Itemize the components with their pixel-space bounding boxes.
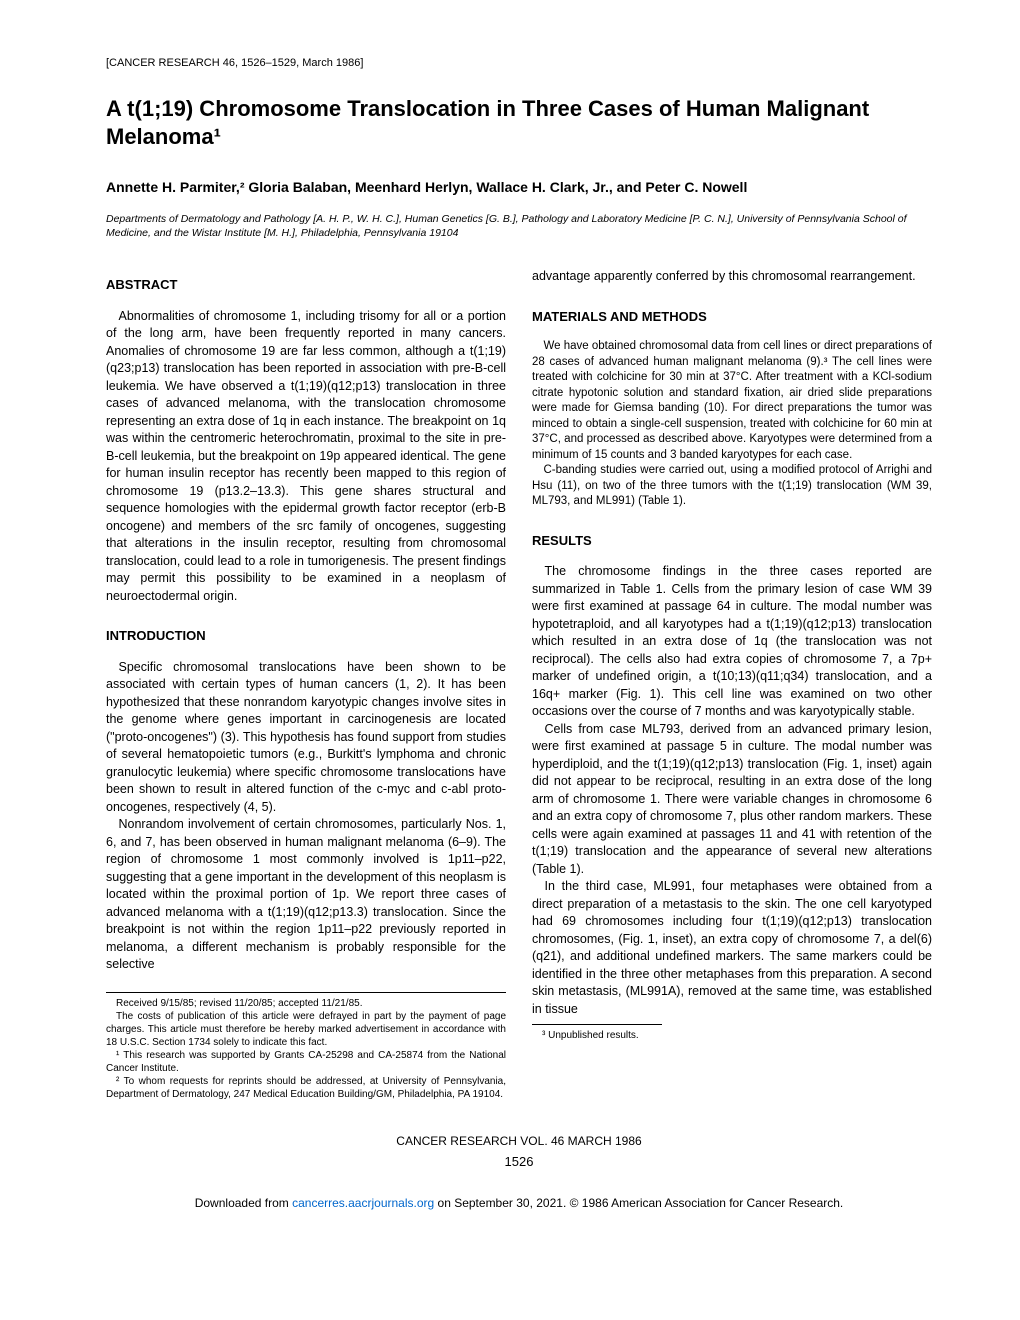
intro-paragraph-1: Specific chromosomal translocations have…	[106, 659, 506, 817]
download-link[interactable]: cancerres.aacrjournals.org	[292, 1196, 434, 1210]
footnote-received: Received 9/15/85; revised 11/20/85; acce…	[106, 997, 506, 1010]
abstract-heading: ABSTRACT	[106, 276, 506, 294]
methods-paragraph-2: C-banding studies were carried out, usin…	[532, 463, 932, 510]
footnote-2: ² To whom requests for reprints should b…	[106, 1075, 506, 1101]
article-title: A t(1;19) Chromosome Translocation in Th…	[106, 95, 932, 152]
results-paragraph-3: In the third case, ML991, four metaphase…	[532, 878, 932, 1018]
methods-heading: MATERIALS AND METHODS	[532, 308, 932, 326]
footnotes-block: Received 9/15/85; revised 11/20/85; acce…	[106, 992, 506, 1101]
page-footer-journal: CANCER RESEARCH VOL. 46 MARCH 1986	[106, 1133, 932, 1149]
intro-paragraph-2: Nonrandom involvement of certain chromos…	[106, 816, 506, 974]
journal-header: [CANCER RESEARCH 46, 1526–1529, March 19…	[106, 56, 932, 71]
footnote-divider-right	[532, 1024, 662, 1025]
results-heading: RESULTS	[532, 532, 932, 550]
download-pre-text: Downloaded from	[195, 1196, 292, 1210]
download-post-text: on September 30, 2021. © 1986 American A…	[434, 1196, 843, 1210]
footnote-3: ³ Unpublished results.	[532, 1029, 932, 1043]
affiliations: Departments of Dermatology and Pathology…	[106, 213, 932, 240]
download-footer: Downloaded from cancerres.aacrjournals.o…	[106, 1195, 932, 1211]
right-column: advantage apparently conferred by this c…	[532, 268, 932, 1101]
left-column: ABSTRACT Abnormalities of chromosome 1, …	[106, 268, 506, 1101]
two-column-layout: ABSTRACT Abnormalities of chromosome 1, …	[106, 268, 932, 1101]
authors-line: Annette H. Parmiter,² Gloria Balaban, Me…	[106, 178, 932, 197]
col2-continuation: advantage apparently conferred by this c…	[532, 268, 932, 286]
results-paragraph-2: Cells from case ML793, derived from an a…	[532, 721, 932, 879]
page-number: 1526	[106, 1153, 932, 1171]
introduction-heading: INTRODUCTION	[106, 627, 506, 645]
footnote-1: ¹ This research was supported by Grants …	[106, 1049, 506, 1075]
footnote-costs: The costs of publication of this article…	[106, 1010, 506, 1049]
abstract-text: Abnormalities of chromosome 1, including…	[106, 308, 506, 606]
results-paragraph-1: The chromosome findings in the three cas…	[532, 563, 932, 721]
methods-paragraph-1: We have obtained chromosomal data from c…	[532, 339, 932, 463]
